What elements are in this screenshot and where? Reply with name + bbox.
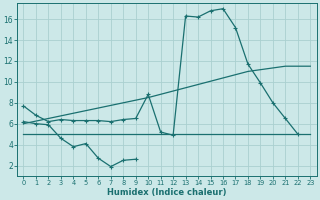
- X-axis label: Humidex (Indice chaleur): Humidex (Indice chaleur): [107, 188, 227, 197]
